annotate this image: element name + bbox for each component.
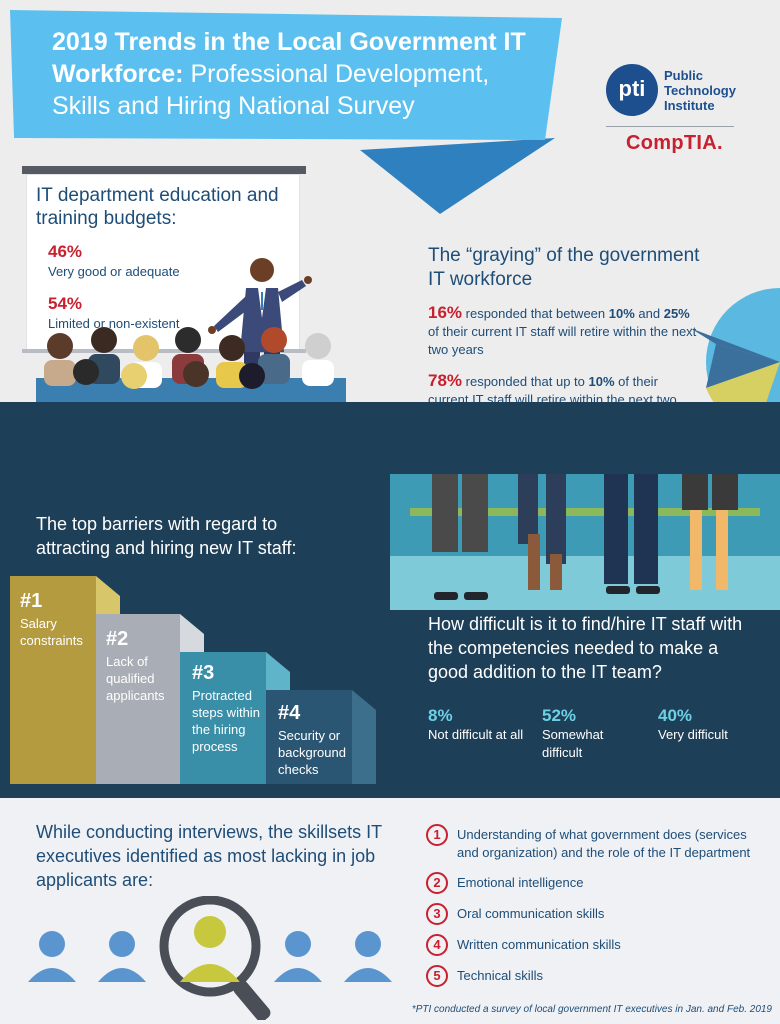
footnote: *PTI conducted a survey of local governm… — [411, 1004, 772, 1015]
person-icon — [28, 931, 392, 982]
graying-stat-2-value: 78% — [428, 371, 463, 390]
graying-title: The “graying” of the government IT workf… — [428, 245, 700, 290]
graying-stat-1-value: 16% — [428, 303, 463, 322]
barrier-step: #3 Protracted steps within the hiring pr… — [192, 662, 266, 755]
barriers-title: The top barriers with regard to attracti… — [36, 514, 297, 558]
skills-section-background — [0, 798, 780, 1024]
barriers-steps-chart — [10, 576, 376, 784]
education-stat-label: Very good or adequate — [48, 264, 180, 279]
barrier-rank: #2 — [106, 628, 129, 650]
skill-number: 2 — [426, 872, 448, 894]
skill-item: 3 Oral communication skills — [426, 903, 766, 925]
classroom-illustration — [36, 258, 346, 402]
skill-item: 1 Understanding of what government does … — [426, 824, 766, 862]
skill-item: 5 Technical skills — [426, 965, 766, 987]
title-light: Professional Development, Skills and Hir… — [52, 60, 490, 120]
logo-divider — [606, 126, 734, 127]
education-stat-value: 46% — [48, 242, 83, 261]
skill-number: 1 — [426, 824, 448, 846]
skill-text: Oral communication skills — [457, 906, 605, 921]
magnifier-icon — [159, 896, 271, 1020]
waiting-room-illustration — [390, 474, 780, 610]
barrier-text: Protracted steps within the hiring proce… — [192, 688, 260, 754]
barrier-step: #1 Salary constraints — [20, 590, 96, 649]
graying-stat-1-rest: of their current IT staff will retire wi… — [428, 324, 697, 357]
barrier-rank: #3 — [192, 662, 215, 684]
barrier-text: Salary constraints — [20, 616, 83, 648]
skill-text: Written communication skills — [457, 937, 621, 952]
pti-name: Public Technology Institute — [664, 68, 754, 113]
graying-stat-1-text: responded that between — [462, 306, 609, 321]
candidates-illustration — [28, 896, 392, 1020]
education-stat: 54% Limited or non-existent — [48, 294, 248, 331]
education-stat: 46% Very good or adequate — [48, 242, 248, 279]
barrier-step: #2 Lack of qualified applicants — [106, 628, 180, 704]
graying-stat-1-and: and — [634, 306, 664, 321]
hiring-title: How difficult is it to find/hire IT staf… — [428, 614, 743, 682]
skill-item: 4 Written communication skills — [426, 934, 766, 956]
title-bold: 2019 Trends in the Local Government IT W… — [52, 28, 526, 88]
page-title: 2019 Trends in the Local Government IT W… — [52, 26, 552, 122]
title-banner — [10, 10, 562, 214]
skill-item: 2 Emotional intelligence — [426, 872, 766, 894]
skill-text: Technical skills — [457, 968, 543, 983]
skill-text: Understanding of what government does (s… — [457, 827, 751, 860]
skill-number: 5 — [426, 965, 448, 987]
graying-stat-2-text: responded that up to — [462, 374, 589, 389]
projector-screen-bottom — [22, 349, 306, 353]
hiring-stat: 52% Somewhat difficult — [542, 706, 632, 762]
skill-text: Emotional intelligence — [457, 875, 584, 890]
barrier-text: Security or background checks — [278, 728, 346, 777]
pti-name-line2: Technology — [664, 83, 736, 98]
hiring-stat-value: 8% — [428, 706, 453, 725]
projector-screen-bar — [22, 166, 306, 174]
hiring-stat: 40% Very difficult — [658, 706, 738, 744]
graying-stat-1-high: 25% — [663, 306, 690, 321]
hiring-stat-value: 40% — [658, 706, 693, 725]
graying-stat-2-pct: 10% — [588, 374, 615, 389]
barrier-rank: #1 — [20, 590, 43, 612]
education-stat-label: Limited or non-existent — [48, 316, 180, 331]
hiring-stat-value: 52% — [542, 706, 577, 725]
pti-logo: pti — [606, 64, 658, 116]
hiring-stat: 8% Not difficult at all — [428, 706, 538, 744]
skills-title: While conducting interviews, the skillse… — [36, 822, 382, 890]
education-stat-value: 54% — [48, 294, 83, 313]
skill-number: 3 — [426, 903, 448, 925]
pti-name-line1: Public — [664, 68, 704, 83]
graying-stat-1: 16% responded that between 10% and 25% o… — [428, 304, 698, 359]
hiring-stat-label: Very difficult — [658, 727, 728, 742]
barrier-step: #4 Security or background checks — [278, 702, 354, 778]
pti-name-line3: Institute — [664, 98, 715, 113]
comptia-logo: CompTIA. — [626, 132, 723, 154]
education-title: IT department education and training bud… — [36, 185, 279, 229]
hiring-stat-label: Somewhat difficult — [542, 727, 604, 760]
barrier-rank: #4 — [278, 702, 301, 724]
skill-number: 4 — [426, 934, 448, 956]
graying-stat-1-low: 10% — [608, 306, 635, 321]
hiring-stat-label: Not difficult at all — [428, 727, 524, 742]
barrier-text: Lack of qualified applicants — [106, 654, 165, 703]
audience-figures — [36, 327, 346, 402]
